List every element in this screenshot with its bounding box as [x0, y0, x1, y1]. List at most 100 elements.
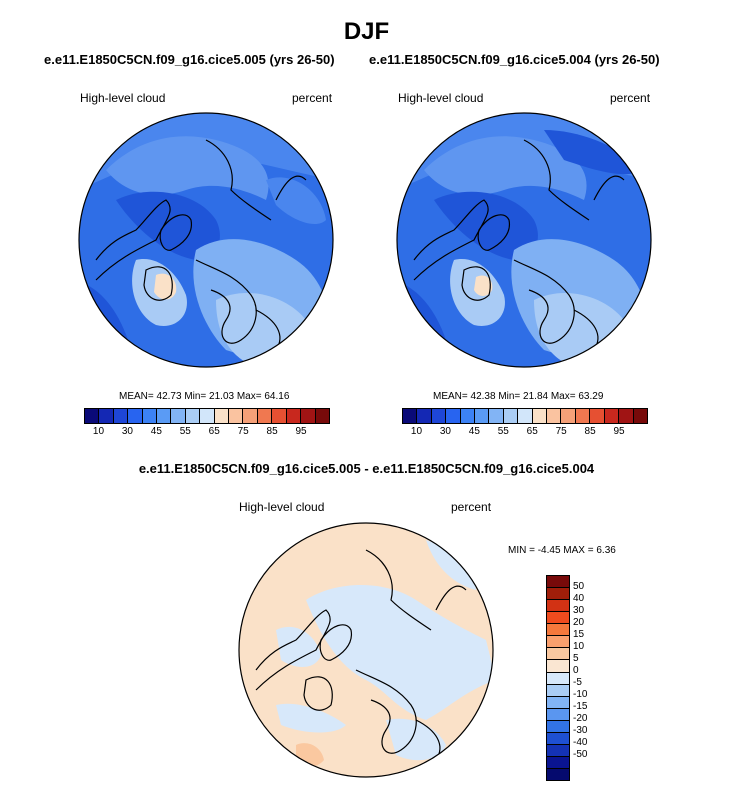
colorbar-tick-label: 30 [121, 426, 133, 437]
difference-subtitle: e.e11.E1850C5CN.f09_g16.cice5.005 - e.e1… [138, 461, 595, 476]
colorbar-swatch [547, 769, 569, 781]
colorbar-swatch [301, 409, 316, 423]
diff-variable-label: High-level cloud [239, 500, 325, 514]
left-variable-label: High-level cloud [80, 91, 166, 105]
right-colorbar-ticks: 10 30 45 55 65 75 85 95 [402, 426, 648, 440]
colorbar-tick-label: -20 [573, 713, 588, 724]
colorbar-tick-label: -10 [573, 689, 588, 700]
right-polar-map [396, 112, 652, 368]
colorbar-tick-label: 65 [208, 426, 220, 437]
colorbar-swatch [214, 409, 230, 423]
colorbar-tick-label: 10 [410, 426, 423, 437]
colorbar-tick-label: -40 [573, 737, 588, 748]
colorbar-swatch [547, 684, 569, 697]
colorbar-swatch [633, 409, 647, 423]
colorbar-swatch [547, 624, 569, 637]
colorbar-swatch [157, 409, 172, 423]
colorbar-tick-label: 50 [573, 581, 585, 592]
colorbar-tick-label: 30 [439, 426, 451, 437]
colorbar-swatch [171, 409, 186, 423]
colorbar-tick-label: 55 [179, 426, 191, 437]
diff-polar-map [238, 522, 494, 778]
right-variable-label: High-level cloud [398, 91, 484, 105]
colorbar-swatch [547, 600, 569, 613]
colorbar-swatch [446, 409, 461, 423]
colorbar-swatch [85, 409, 100, 423]
diff-colorbar-ticks: 50 40 30 20 15 10 5 0 -5 -10 -15 -20 -30 -40 -50 [573, 575, 613, 779]
colorbar-tick-label: 85 [584, 426, 596, 437]
colorbar-swatch [547, 588, 569, 601]
colorbar-swatch [547, 612, 569, 625]
colorbar-tick-label: 10 [573, 641, 585, 652]
colorbar-swatch [200, 409, 215, 423]
colorbar-tick-label: 75 [555, 426, 567, 437]
colorbar-tick-label: 15 [573, 629, 585, 640]
colorbar-swatch [229, 409, 244, 423]
colorbar-swatch [547, 576, 569, 589]
colorbar-swatch [99, 409, 114, 423]
colorbar-tick-label: 20 [573, 617, 585, 628]
colorbar-swatch [272, 409, 287, 423]
colorbar-swatch [547, 708, 569, 721]
colorbar-swatch [142, 409, 158, 423]
colorbar-swatch [547, 744, 569, 757]
colorbar-swatch [475, 409, 490, 423]
colorbar-swatch [128, 409, 143, 423]
colorbar-swatch [403, 409, 418, 423]
left-colorbar-ticks: 10 30 45 55 65 75 85 95 [84, 426, 330, 440]
colorbar-swatch [575, 409, 591, 423]
colorbar-tick-label: 45 [150, 426, 162, 437]
left-units-label: percent [292, 91, 333, 105]
colorbar-swatch [590, 409, 605, 423]
colorbar-swatch [547, 732, 569, 745]
colorbar-swatch [532, 409, 548, 423]
diff-stats-text: MIN = -4.45 MAX = 6.36 [508, 545, 616, 556]
right-colorbar [402, 408, 648, 424]
right-stats-text: MEAN= 42.38 Min= 21.84 Max= 63.29 [433, 391, 604, 402]
colorbar-tick-label: -5 [573, 677, 582, 688]
colorbar-tick-label: 95 [613, 426, 625, 437]
colorbar-swatch [547, 672, 569, 685]
colorbar-swatch [113, 409, 129, 423]
colorbar-swatch [489, 409, 504, 423]
colorbar-swatch [547, 409, 562, 423]
colorbar-tick-label: 55 [497, 426, 509, 437]
colorbar-swatch [503, 409, 519, 423]
colorbar-swatch [185, 409, 201, 423]
colorbar-swatch [547, 720, 569, 733]
colorbar-swatch [619, 409, 634, 423]
left-colorbar [84, 408, 330, 424]
colorbar-swatch [561, 409, 576, 423]
colorbar-swatch [431, 409, 447, 423]
colorbar-swatch [518, 409, 533, 423]
colorbar-tick-label: -30 [573, 725, 588, 736]
colorbar-tick-label: 40 [573, 593, 585, 604]
colorbar-swatch [417, 409, 432, 423]
colorbar-tick-label: 5 [573, 653, 579, 664]
colorbar-tick-label: 85 [266, 426, 278, 437]
colorbar-swatch [243, 409, 258, 423]
colorbar-swatch [257, 409, 273, 423]
colorbar-swatch [547, 636, 569, 649]
colorbar-tick-label: 10 [92, 426, 105, 437]
diff-colorbar [546, 575, 570, 781]
colorbar-tick-label: -50 [573, 749, 588, 760]
right-case-subtitle: e.e11.E1850C5CN.f09_g16.cice5.004 (yrs 2… [369, 52, 660, 67]
colorbar-tick-label: 0 [573, 665, 579, 676]
colorbar-tick-label: 45 [468, 426, 480, 437]
colorbar-swatch [460, 409, 476, 423]
page-title: DJF [343, 18, 390, 45]
colorbar-swatch [286, 409, 302, 423]
colorbar-tick-label: 65 [526, 426, 538, 437]
left-polar-map [78, 112, 334, 368]
colorbar-tick-label: 30 [573, 605, 585, 616]
colorbar-swatch [315, 409, 329, 423]
left-stats-text: MEAN= 42.73 Min= 21.03 Max= 64.16 [119, 391, 290, 402]
colorbar-tick-label: 75 [237, 426, 249, 437]
diff-units-label: percent [451, 500, 492, 514]
colorbar-swatch [547, 660, 569, 673]
colorbar-swatch [547, 648, 569, 661]
colorbar-swatch [604, 409, 620, 423]
colorbar-swatch [547, 756, 569, 769]
colorbar-tick-label: 95 [295, 426, 307, 437]
